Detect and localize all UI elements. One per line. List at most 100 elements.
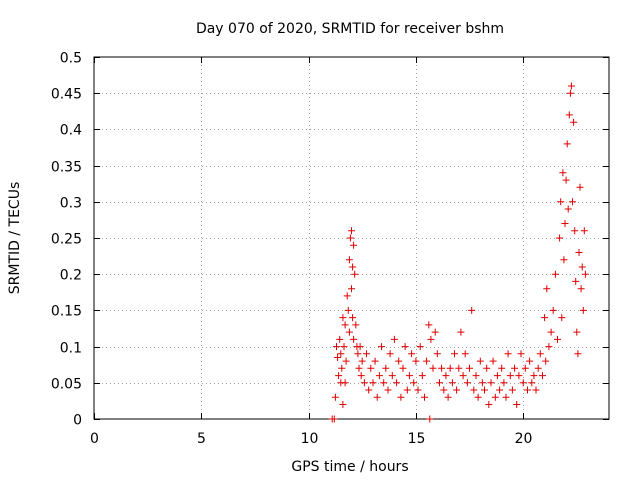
- data-point: [446, 364, 454, 372]
- data-point: [567, 82, 575, 90]
- data-point: [431, 328, 439, 336]
- data-point: [457, 328, 465, 336]
- data-point: [334, 354, 342, 361]
- data-point: [496, 386, 504, 394]
- data-point: [438, 364, 446, 372]
- data-point: [384, 386, 392, 394]
- data-point: [405, 372, 413, 380]
- data-point: [569, 198, 576, 206]
- data-point: [436, 379, 443, 387]
- data-point: [561, 220, 569, 227]
- data-point: [504, 350, 512, 358]
- data-point: [565, 111, 573, 119]
- data-point: [351, 270, 359, 278]
- data-point: [390, 335, 398, 343]
- data-point: [489, 357, 497, 365]
- data-point: [577, 285, 585, 293]
- data-point: [571, 227, 579, 235]
- data-point: [337, 350, 345, 358]
- data-point: [500, 379, 508, 387]
- data-point: [421, 393, 428, 401]
- x-tick-label: 5: [197, 431, 206, 447]
- data-point: [346, 234, 354, 242]
- data-point: [474, 393, 482, 401]
- data-point: [551, 270, 559, 278]
- data-point: [573, 328, 581, 336]
- data-point: [545, 343, 553, 351]
- data-point: [563, 140, 571, 148]
- data-point: [348, 227, 355, 235]
- data-point: [369, 379, 377, 387]
- data-point: [341, 321, 349, 329]
- y-tick-label: 0.2: [60, 268, 82, 284]
- data-point: [579, 306, 587, 314]
- data-point: [403, 386, 411, 394]
- data-point: [513, 401, 521, 408]
- data-point: [539, 372, 546, 380]
- data-point: [444, 393, 452, 401]
- data-point: [476, 357, 484, 365]
- data-point: [360, 379, 368, 387]
- data-point: [557, 198, 565, 206]
- data-point: [345, 328, 353, 336]
- data-point: [493, 372, 501, 380]
- data-point: [468, 306, 476, 314]
- data-point: [562, 176, 570, 184]
- data-point: [530, 372, 538, 380]
- data-point: [580, 227, 588, 235]
- data-point: [556, 234, 564, 242]
- data-point: [386, 350, 394, 358]
- data-point: [336, 335, 344, 343]
- data-point: [572, 277, 580, 285]
- data-point: [349, 314, 357, 322]
- data-point: [365, 386, 373, 394]
- data-point: [528, 379, 536, 387]
- data-point: [534, 364, 542, 372]
- data-point: [354, 350, 362, 358]
- data-point: [339, 314, 347, 322]
- data-point: [558, 314, 566, 322]
- data-point: [526, 357, 534, 365]
- data-point: [485, 401, 493, 408]
- data-point: [382, 364, 390, 372]
- data-point: [331, 393, 339, 401]
- data-point: [343, 292, 351, 300]
- data-point: [339, 401, 347, 408]
- chart-title: Day 070 of 2020, SRMTID for receiver bsh…: [196, 21, 504, 37]
- data-point: [442, 372, 450, 380]
- data-point: [429, 364, 437, 372]
- data-point: [519, 379, 527, 387]
- data-point: [378, 343, 385, 351]
- y-tick-label: 0: [73, 413, 82, 429]
- y-tick-label: 0.15: [51, 304, 82, 320]
- data-point: [380, 379, 388, 387]
- data-point: [418, 372, 426, 380]
- data-point: [425, 321, 433, 329]
- data-point: [342, 357, 350, 365]
- data-point: [356, 343, 364, 351]
- data-point: [416, 343, 424, 351]
- data-point: [517, 350, 525, 358]
- data-point: [333, 343, 340, 351]
- data-point: [414, 386, 422, 394]
- data-point: [459, 372, 467, 380]
- data-point: [541, 314, 549, 322]
- data-point: [349, 263, 357, 271]
- data-point: [423, 357, 431, 365]
- data-point: [470, 386, 478, 394]
- data-point: [472, 372, 480, 380]
- data-point: [367, 364, 375, 372]
- data-point: [574, 350, 582, 358]
- data-point: [559, 169, 567, 177]
- data-point: [357, 372, 365, 380]
- data-point: [483, 364, 491, 372]
- data-point: [448, 379, 456, 387]
- data-point: [536, 350, 544, 358]
- data-point: [481, 386, 488, 394]
- data-point: [570, 118, 578, 126]
- y-axis-label: SRMTID / TECUs: [7, 182, 23, 295]
- data-point: [524, 386, 531, 394]
- x-tick-label: 10: [301, 431, 319, 447]
- data-point: [338, 364, 346, 372]
